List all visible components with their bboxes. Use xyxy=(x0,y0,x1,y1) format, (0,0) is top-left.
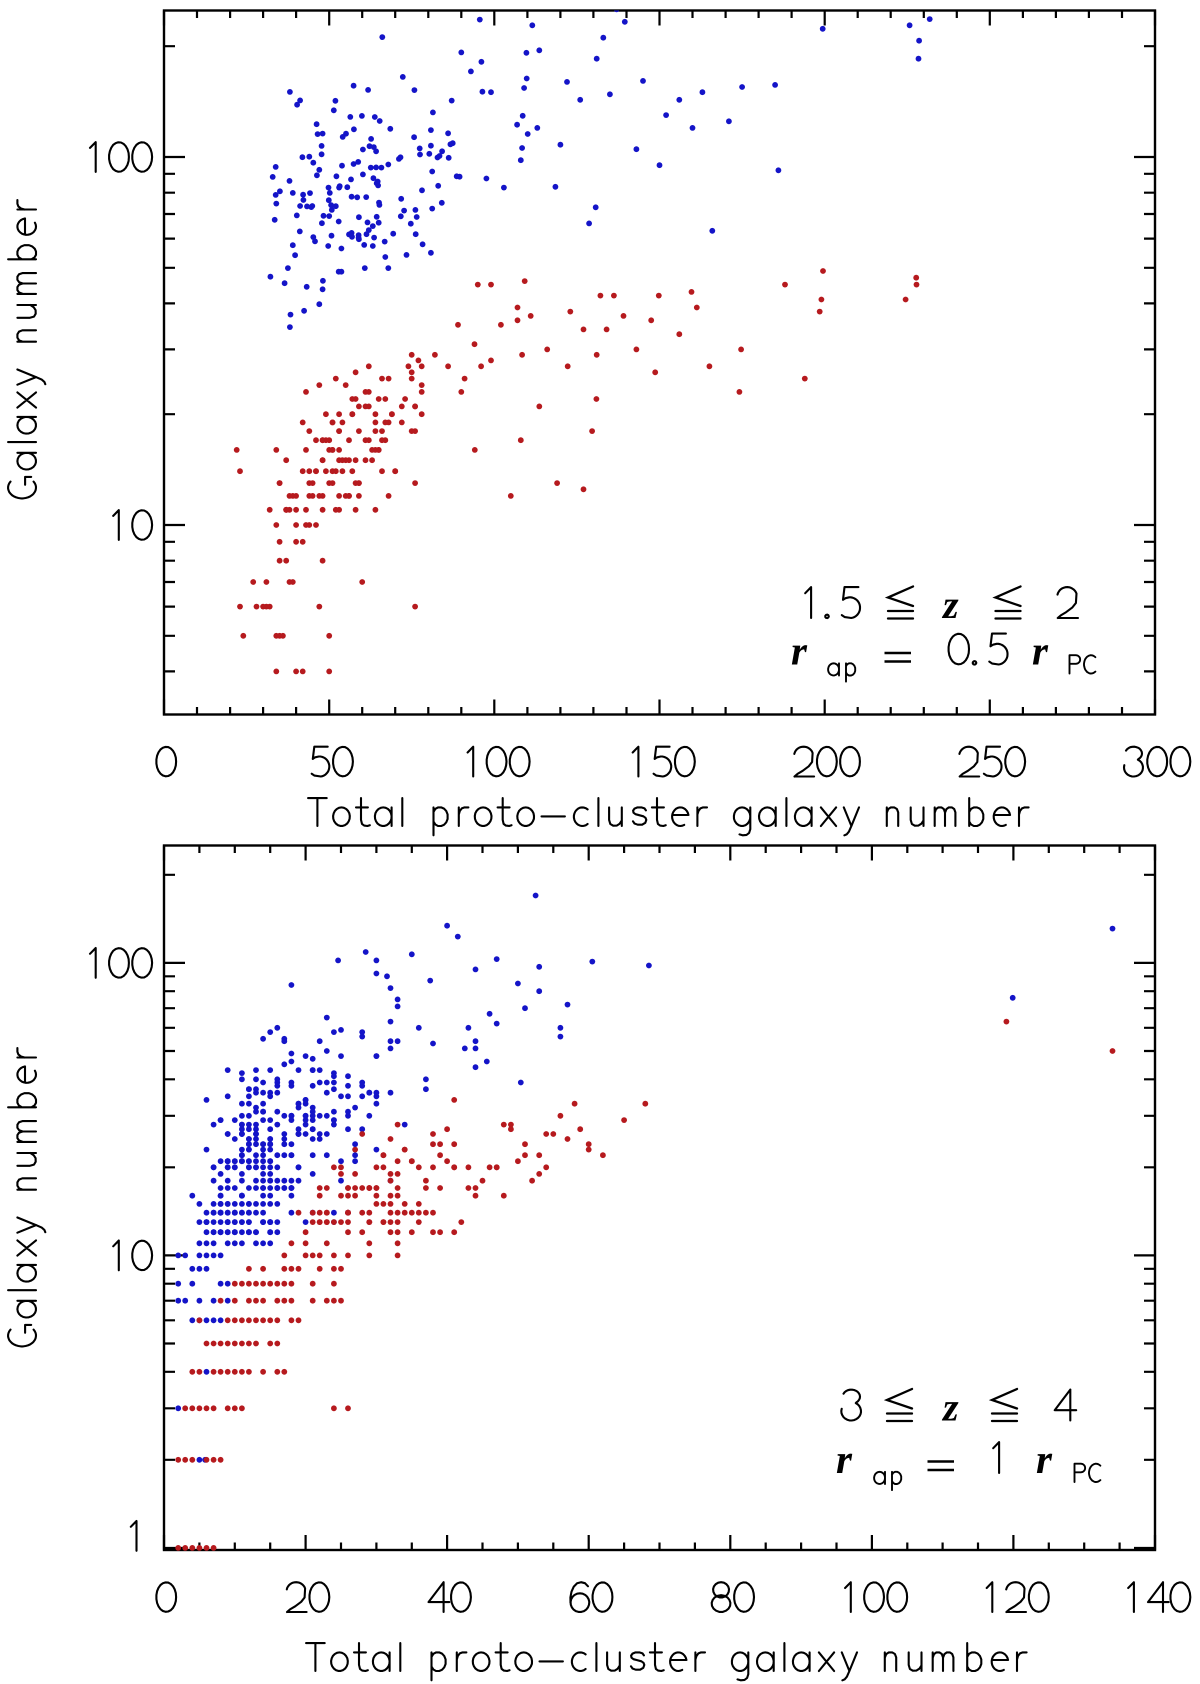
svg-text:z: z xyxy=(941,1384,959,1429)
svg-text:z: z xyxy=(941,582,959,627)
svg-text:r: r xyxy=(1036,1436,1053,1482)
svg-text:r: r xyxy=(791,628,808,674)
svg-text:r: r xyxy=(836,1436,853,1482)
svg-text:r: r xyxy=(1032,628,1049,674)
